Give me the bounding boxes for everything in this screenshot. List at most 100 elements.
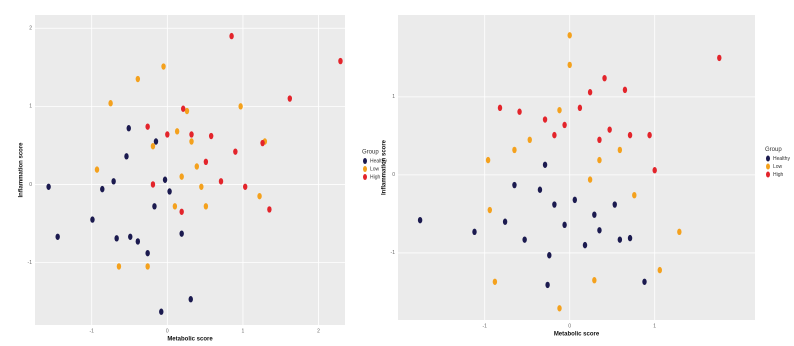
- point: [657, 266, 662, 274]
- point: [172, 203, 178, 210]
- point: [597, 136, 602, 144]
- point: [562, 121, 567, 129]
- y-tick-label: 2: [29, 26, 32, 32]
- point: [46, 183, 51, 190]
- point: [180, 105, 186, 112]
- point: [162, 176, 168, 183]
- point: [189, 131, 194, 138]
- point: [607, 126, 612, 133]
- x-tick-label: 2: [317, 328, 320, 334]
- point: [153, 138, 159, 145]
- point: [152, 203, 157, 210]
- point: [126, 125, 131, 132]
- legend-title: Group: [765, 147, 782, 153]
- y-tick-label: -1: [28, 260, 33, 266]
- point: [597, 227, 602, 234]
- point: [417, 216, 423, 224]
- point: [627, 234, 633, 242]
- x-axis-label: Metabolic score: [554, 332, 600, 338]
- point: [542, 161, 548, 168]
- point: [632, 191, 637, 199]
- point: [128, 233, 133, 240]
- legend-label: High: [773, 172, 784, 178]
- point: [174, 128, 180, 135]
- point: [159, 308, 164, 315]
- point: [135, 238, 141, 245]
- point: [108, 100, 113, 107]
- point: [208, 132, 214, 140]
- point: [257, 192, 262, 200]
- x-tick-label: 0: [568, 323, 571, 329]
- point: [179, 173, 184, 180]
- point: [642, 278, 647, 285]
- y-tick-label: 1: [392, 94, 395, 100]
- point: [199, 183, 204, 190]
- point: [111, 178, 116, 185]
- y-tick-label: 0: [29, 182, 32, 188]
- point: [587, 89, 593, 96]
- point: [135, 75, 141, 83]
- legend-swatch: [363, 174, 367, 180]
- plot-panel: [35, 15, 345, 325]
- point: [517, 108, 522, 115]
- legend-label: Low: [370, 166, 380, 172]
- point: [145, 123, 150, 130]
- point: [592, 277, 597, 284]
- point: [562, 221, 567, 229]
- point: [184, 107, 190, 115]
- point: [717, 54, 722, 62]
- point: [602, 74, 607, 82]
- point: [338, 57, 343, 65]
- y-axis-label: Inflammation score: [19, 142, 25, 198]
- point: [547, 252, 552, 259]
- legend-title: Group: [362, 150, 379, 156]
- point: [145, 249, 150, 257]
- y-tick-label: 1: [29, 104, 32, 110]
- point: [161, 63, 166, 70]
- point: [179, 230, 184, 237]
- point: [203, 158, 209, 166]
- point: [572, 196, 577, 204]
- point: [55, 233, 60, 240]
- point: [238, 103, 243, 110]
- scatter-chart: -1 0 1 -1 0 1 Metabolic score Inflammation scor…: [382, 15, 790, 338]
- point: [233, 148, 238, 155]
- point: [150, 181, 156, 188]
- point: [472, 228, 477, 236]
- point: [567, 32, 572, 39]
- legend-swatch: [766, 163, 770, 170]
- x-tick-label: 1: [242, 328, 245, 334]
- point: [537, 186, 543, 193]
- y-tick-label: -1: [391, 250, 396, 256]
- point: [194, 163, 200, 170]
- point: [552, 131, 557, 139]
- point: [527, 136, 532, 144]
- legend-label: Healthy: [370, 158, 387, 164]
- point: [512, 181, 517, 189]
- legend-label: Low: [773, 164, 783, 170]
- point: [545, 281, 550, 289]
- point: [145, 263, 150, 270]
- point: [116, 263, 122, 270]
- point: [188, 296, 193, 303]
- x-axis-label: Metabolic score: [167, 337, 213, 343]
- y-tick-label: 0: [392, 172, 395, 178]
- point: [542, 116, 548, 123]
- point: [267, 206, 272, 213]
- point: [522, 236, 527, 243]
- point: [150, 142, 156, 150]
- point: [90, 216, 95, 223]
- point: [592, 211, 597, 218]
- point: [502, 218, 508, 225]
- point: [487, 206, 492, 214]
- point: [218, 178, 224, 185]
- legend-swatch: [766, 171, 770, 178]
- legend-label: Healthy: [773, 156, 790, 162]
- point: [203, 203, 209, 210]
- legend-swatch: [766, 155, 770, 162]
- point: [167, 188, 172, 195]
- point: [617, 146, 623, 154]
- point: [567, 61, 572, 69]
- point: [114, 235, 119, 242]
- legend-label: High: [370, 174, 381, 180]
